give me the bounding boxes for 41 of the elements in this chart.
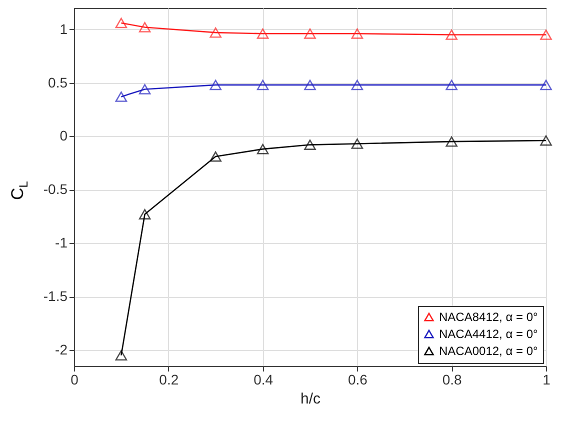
point <box>115 18 128 28</box>
x-tick-label: 0.6 <box>348 372 368 388</box>
y-tick-label: 0 <box>60 128 68 144</box>
x-tick-label: 0.2 <box>159 372 179 388</box>
point <box>446 30 458 40</box>
y-tick-label: -0.5 <box>43 181 68 198</box>
point <box>210 27 222 38</box>
x-tick-label: 0 <box>70 372 79 388</box>
point <box>115 350 128 361</box>
point <box>540 80 552 90</box>
point <box>304 140 316 150</box>
point <box>304 80 316 90</box>
point <box>256 144 269 154</box>
point <box>351 28 364 39</box>
y-tick-label: -2 <box>55 341 68 358</box>
legend-label: NACA4412, α = 0° <box>439 327 538 341</box>
y-tick-label: -1 <box>55 234 68 251</box>
point <box>138 209 151 220</box>
point <box>256 80 269 90</box>
x-tick-label: 1 <box>542 372 551 388</box>
legend-label: NACA8412, α = 0° <box>439 310 538 324</box>
point <box>446 136 458 147</box>
point <box>446 80 458 90</box>
x-tick-label: 0.4 <box>254 372 274 388</box>
y-tick-label: 1 <box>60 20 68 37</box>
point <box>351 138 364 149</box>
point <box>256 28 269 39</box>
point <box>138 84 151 94</box>
point <box>540 135 552 146</box>
point <box>540 30 552 40</box>
point <box>351 80 364 90</box>
point <box>115 92 128 102</box>
x-axis-title: h/c <box>300 390 321 408</box>
point <box>210 80 222 90</box>
x-tick-label: 0.8 <box>442 372 462 388</box>
legend-label: NACA0012, α = 0° <box>439 344 538 358</box>
y-tick-label: 0.5 <box>48 74 68 90</box>
y-tick-label: -1.5 <box>43 288 68 304</box>
point <box>138 22 151 32</box>
point <box>304 28 316 39</box>
point <box>210 151 222 162</box>
